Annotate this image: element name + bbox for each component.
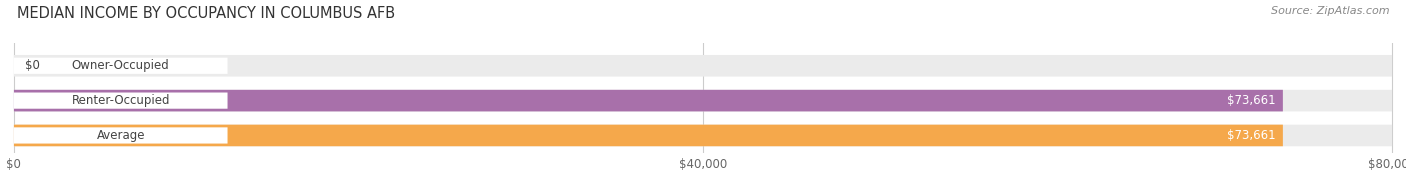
Text: $73,661: $73,661 <box>1227 129 1277 142</box>
FancyBboxPatch shape <box>14 127 228 143</box>
FancyBboxPatch shape <box>14 90 1282 111</box>
Text: Average: Average <box>97 129 145 142</box>
FancyBboxPatch shape <box>14 55 1392 77</box>
Text: Renter-Occupied: Renter-Occupied <box>72 94 170 107</box>
Text: Owner-Occupied: Owner-Occupied <box>72 59 170 72</box>
FancyBboxPatch shape <box>14 93 228 109</box>
FancyBboxPatch shape <box>14 125 1392 146</box>
FancyBboxPatch shape <box>14 90 1392 111</box>
FancyBboxPatch shape <box>14 58 228 74</box>
FancyBboxPatch shape <box>14 125 1282 146</box>
Text: MEDIAN INCOME BY OCCUPANCY IN COLUMBUS AFB: MEDIAN INCOME BY OCCUPANCY IN COLUMBUS A… <box>17 6 395 21</box>
Text: $73,661: $73,661 <box>1227 94 1277 107</box>
Text: $0: $0 <box>25 59 39 72</box>
Text: Source: ZipAtlas.com: Source: ZipAtlas.com <box>1271 6 1389 16</box>
